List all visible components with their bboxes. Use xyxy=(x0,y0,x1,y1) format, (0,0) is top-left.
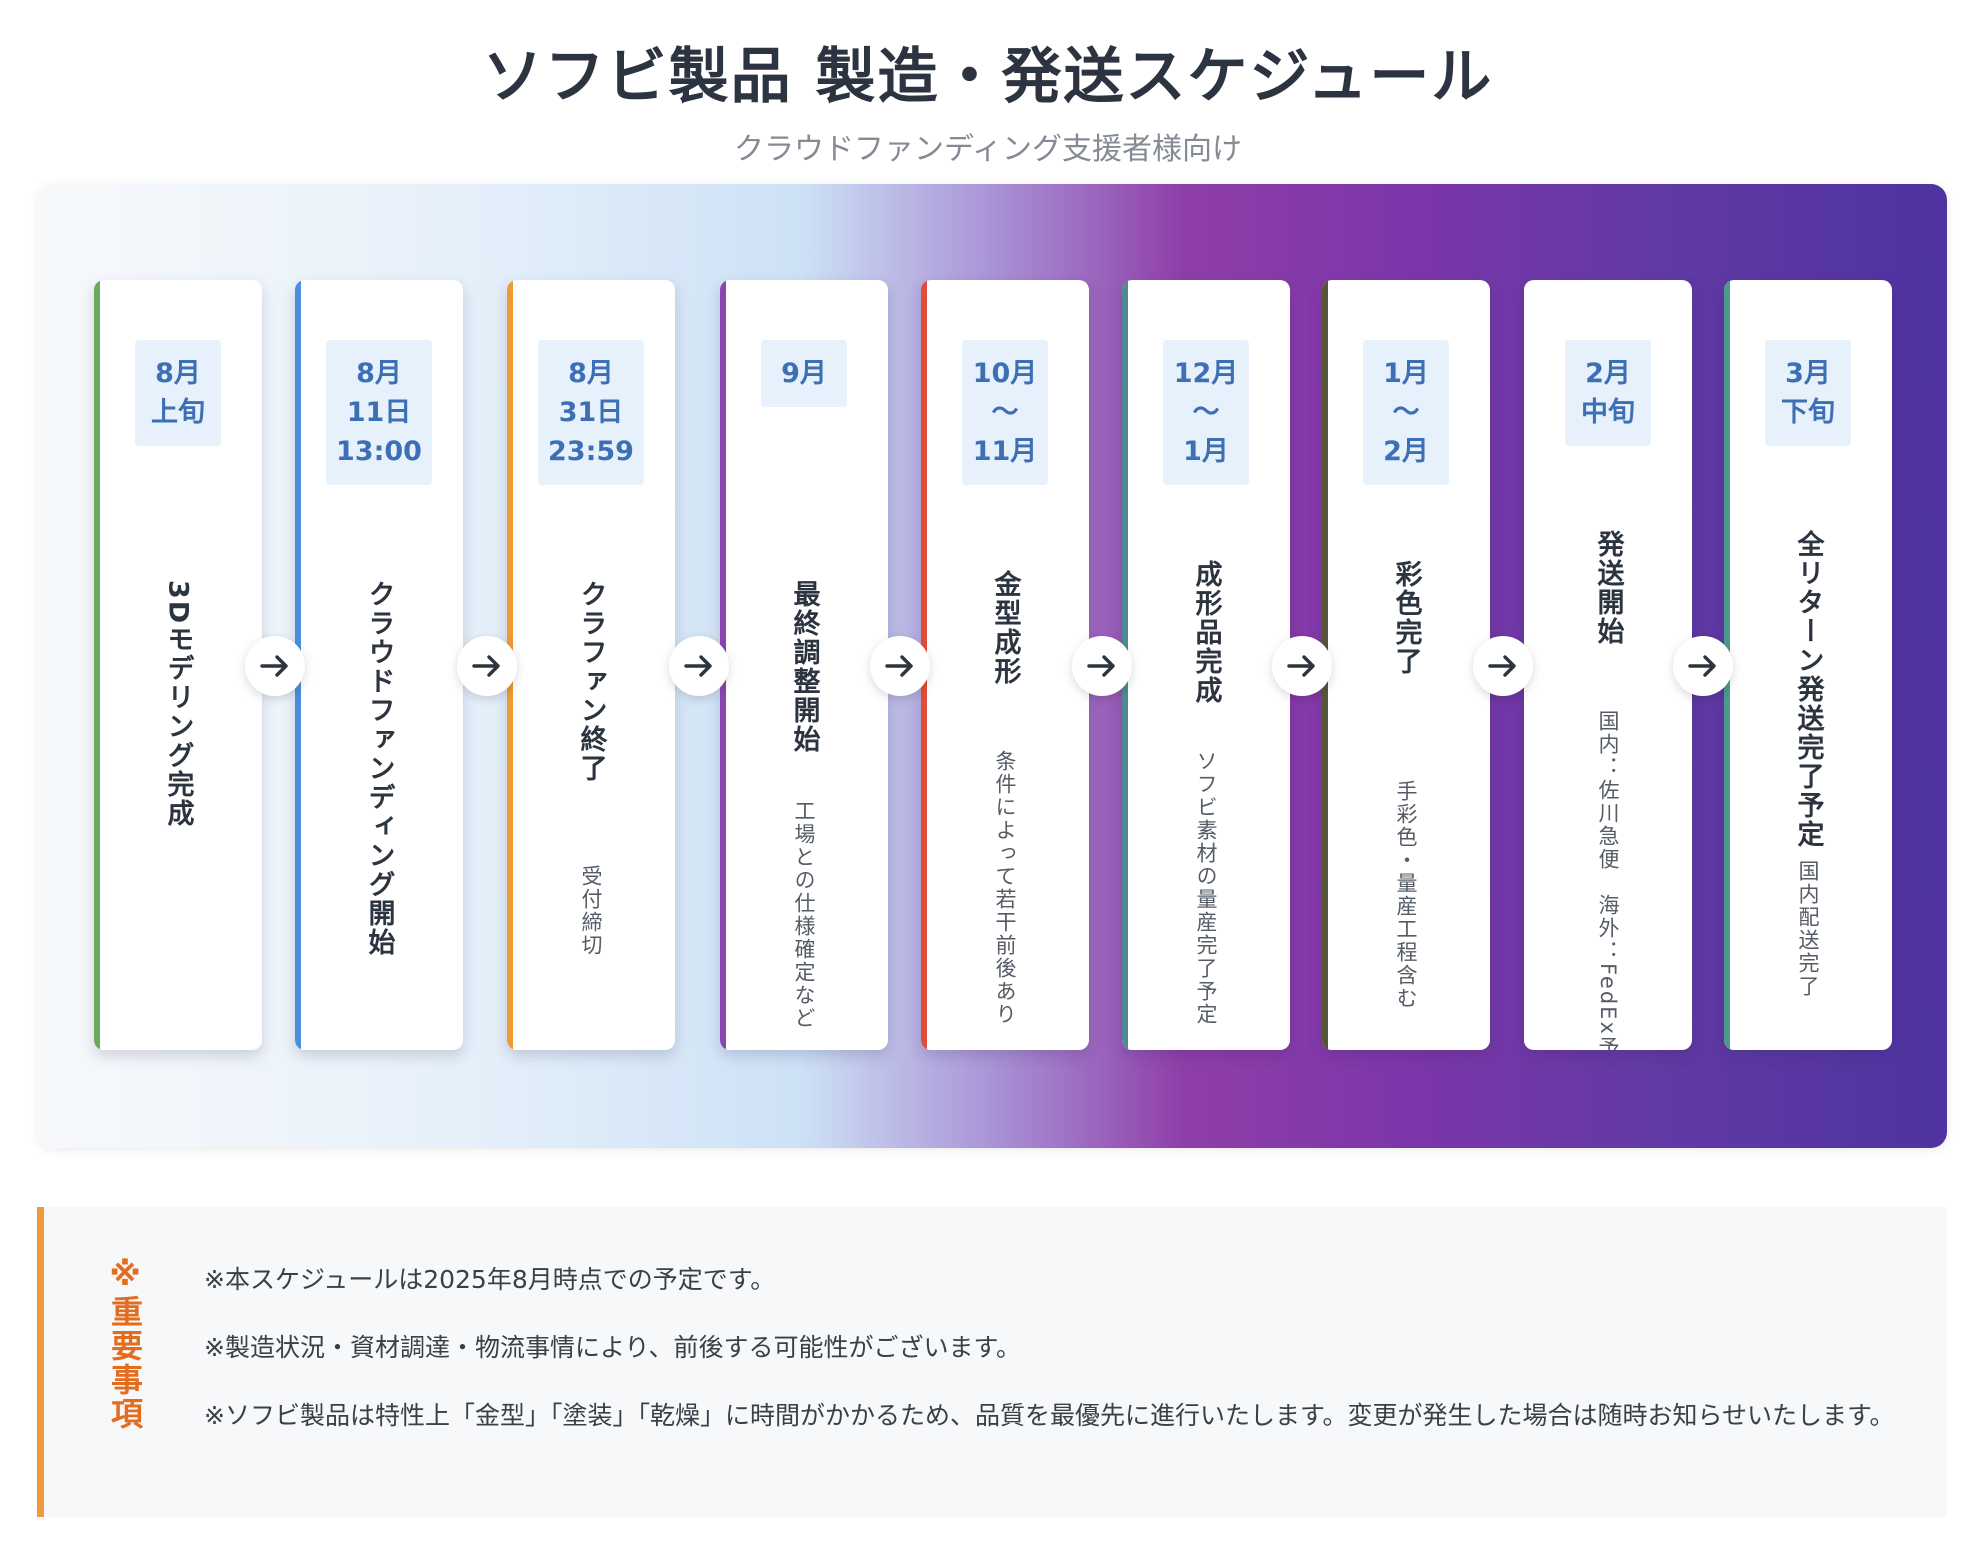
arrow-right-icon xyxy=(245,636,305,696)
arrow-right-icon xyxy=(1272,636,1332,696)
step-date-line: 11日 xyxy=(346,397,412,428)
step-date: 9月 xyxy=(761,340,847,407)
step-date: 3月下旬 xyxy=(1765,340,1851,446)
step-title: 彩色完了 xyxy=(1390,560,1422,676)
step-date: 8月上旬 xyxy=(135,340,221,446)
step-date-line: 3月 xyxy=(1785,358,1831,389)
step-date-line: 13:00 xyxy=(336,436,422,467)
schedule-step-card: 3月下旬全リターン発送完了予定国内配送完了 xyxy=(1724,280,1892,1050)
arrow-right-icon xyxy=(457,636,517,696)
step-date-line: 10月 xyxy=(972,358,1038,389)
schedule-step-card: 8月 11日 13:00 クラウドファンディング開始 xyxy=(295,280,463,1050)
note-line: ※製造状況・資材調達・物流事情により、前後する可能性がございます。 xyxy=(204,1333,1021,1362)
arrow-right-icon xyxy=(1473,636,1533,696)
step-title: 全リターン発送完了予定 xyxy=(1792,530,1824,849)
step-date-line: 上旬 xyxy=(151,397,205,428)
step-date-line: ～ xyxy=(991,397,1019,428)
schedule-step-card: 8月上旬 3Dモデリング完成 xyxy=(94,280,262,1050)
schedule-step-card: 9月最終調整開始工場との仕様確定など xyxy=(720,280,888,1050)
arrow-right-icon xyxy=(1673,636,1733,696)
step-title: 3Dモデリング完成 xyxy=(162,580,194,829)
notes-list: ※本スケジュールは2025年8月時点での予定です。 ※製造状況・資材調達・物流事… xyxy=(204,1259,1924,1463)
step-description: 国内配送完了 xyxy=(1796,860,1820,998)
step-description: ソフビ素材の量産完了予定 xyxy=(1194,750,1218,1026)
step-date: 8月 11日 13:00 xyxy=(326,340,432,485)
page-subtitle: クラウドファンディング支援者様向け xyxy=(734,132,1242,167)
step-title: クラファン終了 xyxy=(575,580,607,783)
note-line: ※本スケジュールは2025年8月時点での予定です。 xyxy=(204,1265,776,1294)
step-description: 受付締切 xyxy=(579,865,603,957)
schedule-step-card: 1月 ～ 2月彩色完了手彩色・量産工程含む xyxy=(1322,280,1490,1050)
step-date-line: 23:59 xyxy=(548,436,634,467)
step-date-line: 1月 xyxy=(1183,436,1229,467)
step-date-line: 31日 xyxy=(558,397,624,428)
step-title: 成形品完成 xyxy=(1190,560,1222,705)
step-date-line: 8月 xyxy=(568,358,614,389)
step-description: 工場との仕様確定など xyxy=(792,800,816,1030)
step-date: 1月 ～ 2月 xyxy=(1363,340,1449,485)
schedule-step-card: 2月中旬発送開始国内：佐川急便 海外：FedEx予定 xyxy=(1524,280,1692,1050)
schedule-step-card: 10月 ～ 11月金型成形条件によって若干前後あり xyxy=(921,280,1089,1050)
important-notes: ※重要事項 ※本スケジュールは2025年8月時点での予定です。 ※製造状況・資材… xyxy=(37,1207,1947,1517)
step-date-line: ～ xyxy=(1392,397,1420,428)
step-description: 手彩色・量産工程含む xyxy=(1394,780,1418,1010)
arrow-right-icon xyxy=(870,636,930,696)
step-description: 国内：佐川急便 海外：FedEx予定 xyxy=(1596,710,1620,1050)
step-date-line: 11月 xyxy=(972,436,1038,467)
page-title: ソフビ製品 製造・発送スケジュール xyxy=(482,42,1494,112)
step-date: 8月 31日 23:59 xyxy=(538,340,644,485)
step-date-line: 8月 xyxy=(356,358,402,389)
step-title: 発送開始 xyxy=(1592,530,1624,646)
step-date: 2月中旬 xyxy=(1565,340,1651,446)
step-title: 最終調整開始 xyxy=(788,580,820,754)
step-date-line: 12月 xyxy=(1173,358,1239,389)
step-date-line: ～ xyxy=(1192,397,1220,428)
step-title: 金型成形 xyxy=(989,570,1021,686)
step-date-line: 2月 xyxy=(1383,436,1429,467)
step-date-line: 下旬 xyxy=(1781,397,1835,428)
schedule-step-card: 12月 ～ 1月成形品完成ソフビ素材の量産完了予定 xyxy=(1122,280,1290,1050)
arrow-right-icon xyxy=(1072,636,1132,696)
step-date-line: 2月 xyxy=(1585,358,1631,389)
step-date-line: 9月 xyxy=(781,358,827,389)
step-title: クラウドファンディング開始 xyxy=(363,580,395,957)
step-accent-bar xyxy=(94,280,100,1050)
notes-label: ※重要事項 xyxy=(106,1255,144,1431)
step-date: 12月 ～ 1月 xyxy=(1163,340,1249,485)
step-date-line: 8月 xyxy=(155,358,201,389)
step-date-line: 中旬 xyxy=(1581,397,1635,428)
step-date: 10月 ～ 11月 xyxy=(962,340,1048,485)
note-line: ※ソフビ製品は特性上「金型」「塗装」「乾燥」に時間がかかるため、品質を最優先に進… xyxy=(204,1401,1895,1430)
step-description: 条件によって若干前後あり xyxy=(993,750,1017,1026)
schedule-step-card: 8月 31日 23:59 クラファン終了受付締切 xyxy=(507,280,675,1050)
arrow-right-icon xyxy=(669,636,729,696)
step-date-line: 1月 xyxy=(1383,358,1429,389)
